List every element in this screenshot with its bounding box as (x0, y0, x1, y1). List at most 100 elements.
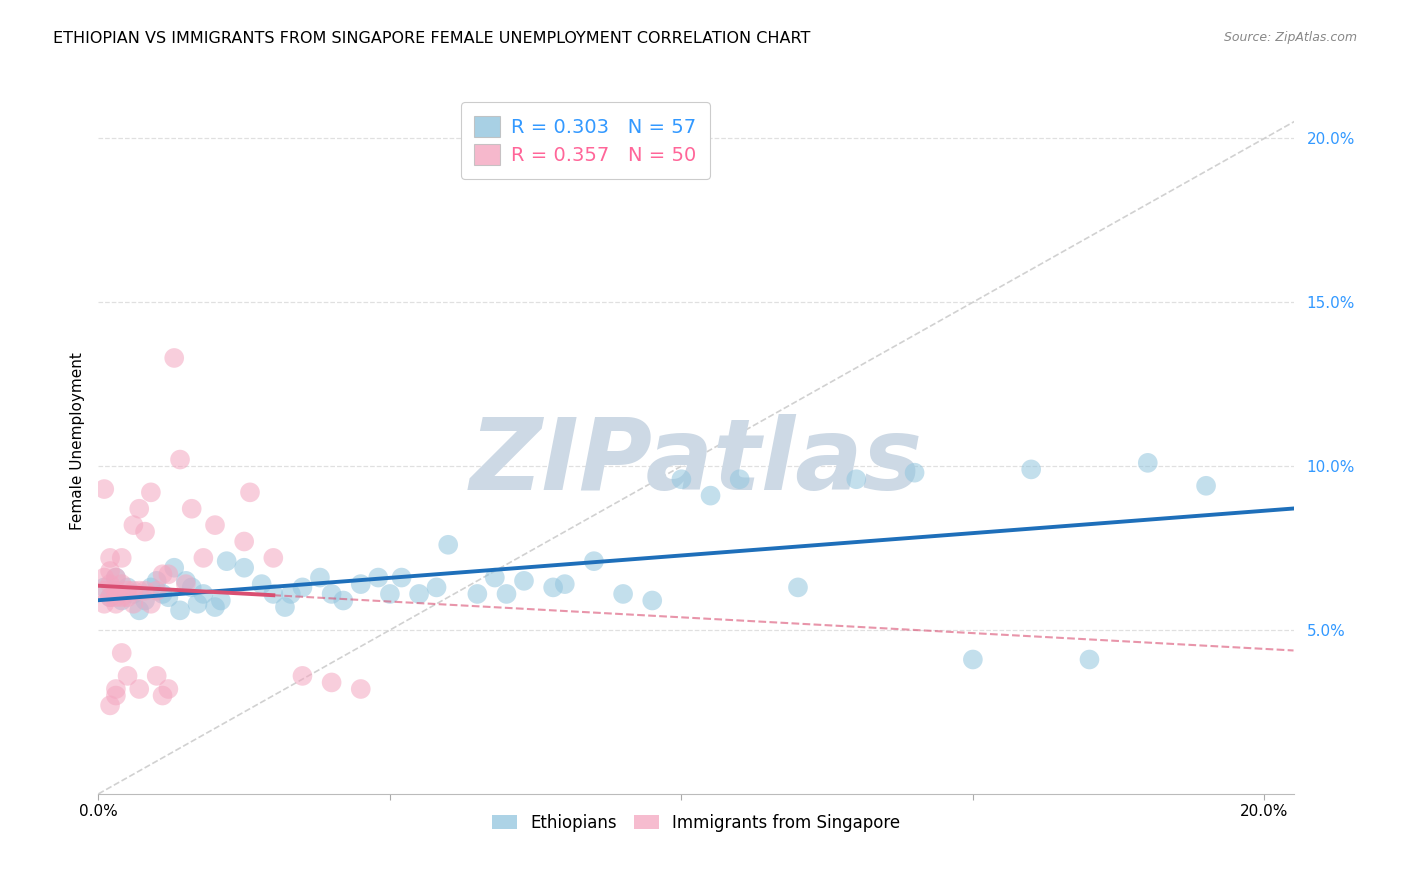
Point (262, 550, 284, 565)
Point (215, 554, 238, 568)
Point (174, 577, 197, 591)
Point (98, 564, 121, 578)
Point (174, 574, 197, 588)
Point (321, 587, 343, 601)
Y-axis label: Female Unemployment: Female Unemployment (69, 352, 84, 531)
Point (152, 567, 174, 582)
Point (122, 597, 145, 611)
Point (180, 501, 202, 516)
Point (128, 603, 150, 617)
Point (157, 591, 180, 605)
Point (104, 570, 127, 584)
Point (104, 583, 127, 598)
Point (209, 593, 232, 607)
Text: ETHIOPIAN VS IMMIGRANTS FROM SINGAPORE FEMALE UNEMPLOYMENT CORRELATION CHART: ETHIOPIAN VS IMMIGRANTS FROM SINGAPORE F… (53, 31, 811, 46)
Point (962, 652, 984, 666)
Point (152, 689, 174, 703)
Point (484, 570, 506, 584)
Point (98, 698, 121, 713)
Point (117, 591, 139, 605)
Point (128, 583, 150, 598)
Point (787, 581, 810, 595)
Point (250, 577, 273, 591)
Point (134, 583, 156, 598)
Point (1019, 462, 1042, 476)
Point (93, 581, 115, 595)
Point (612, 587, 634, 601)
Point (321, 675, 343, 690)
Point (111, 593, 134, 607)
Point (139, 597, 162, 611)
Point (111, 646, 134, 660)
Point (193, 550, 215, 565)
Point (186, 597, 208, 611)
Point (111, 550, 134, 565)
Point (1136, 456, 1159, 470)
Point (1195, 479, 1218, 493)
Point (104, 597, 127, 611)
Point (98, 550, 121, 565)
Point (641, 593, 664, 607)
Point (391, 570, 413, 584)
Point (845, 472, 868, 486)
Point (145, 669, 167, 683)
Point (93, 583, 115, 598)
Point (350, 577, 373, 591)
Point (541, 581, 564, 595)
Point (128, 501, 150, 516)
Point (193, 587, 215, 601)
Point (98, 591, 121, 605)
Point (122, 518, 145, 533)
Point (93, 482, 115, 496)
Point (134, 593, 156, 607)
Text: ZIPatlas: ZIPatlas (470, 414, 922, 511)
Point (157, 567, 180, 582)
Point (93, 597, 115, 611)
Point (332, 593, 354, 607)
Point (93, 570, 115, 584)
Point (309, 570, 332, 584)
Point (699, 489, 721, 503)
Point (111, 577, 134, 591)
Point (728, 472, 751, 486)
Point (111, 591, 134, 605)
Point (903, 466, 925, 480)
Point (145, 583, 167, 598)
Point (104, 570, 127, 584)
Point (169, 603, 191, 617)
Point (280, 587, 302, 601)
Point (122, 587, 145, 601)
Text: Source: ZipAtlas.com: Source: ZipAtlas.com (1223, 31, 1357, 45)
Point (204, 600, 226, 615)
Point (157, 681, 180, 696)
Point (378, 587, 401, 601)
Point (128, 681, 150, 696)
Point (117, 583, 139, 598)
Point (233, 560, 256, 574)
Point (262, 587, 284, 601)
Point (554, 577, 576, 591)
Point (104, 681, 127, 696)
Point (437, 538, 460, 552)
Point (513, 574, 536, 588)
Point (582, 554, 605, 568)
Point (145, 574, 167, 588)
Point (163, 560, 186, 574)
Point (180, 581, 202, 595)
Point (117, 581, 139, 595)
Point (104, 591, 127, 605)
Point (163, 351, 186, 365)
Point (98, 577, 121, 591)
Point (425, 581, 447, 595)
Legend: Ethiopians, Immigrants from Singapore: Ethiopians, Immigrants from Singapore (485, 807, 907, 838)
Point (169, 452, 191, 467)
Point (495, 587, 517, 601)
Point (104, 689, 127, 703)
Point (467, 587, 489, 601)
Point (152, 587, 174, 601)
Point (291, 581, 314, 595)
Point (367, 570, 389, 584)
Point (139, 485, 162, 500)
Point (98, 591, 121, 605)
Point (122, 583, 145, 598)
